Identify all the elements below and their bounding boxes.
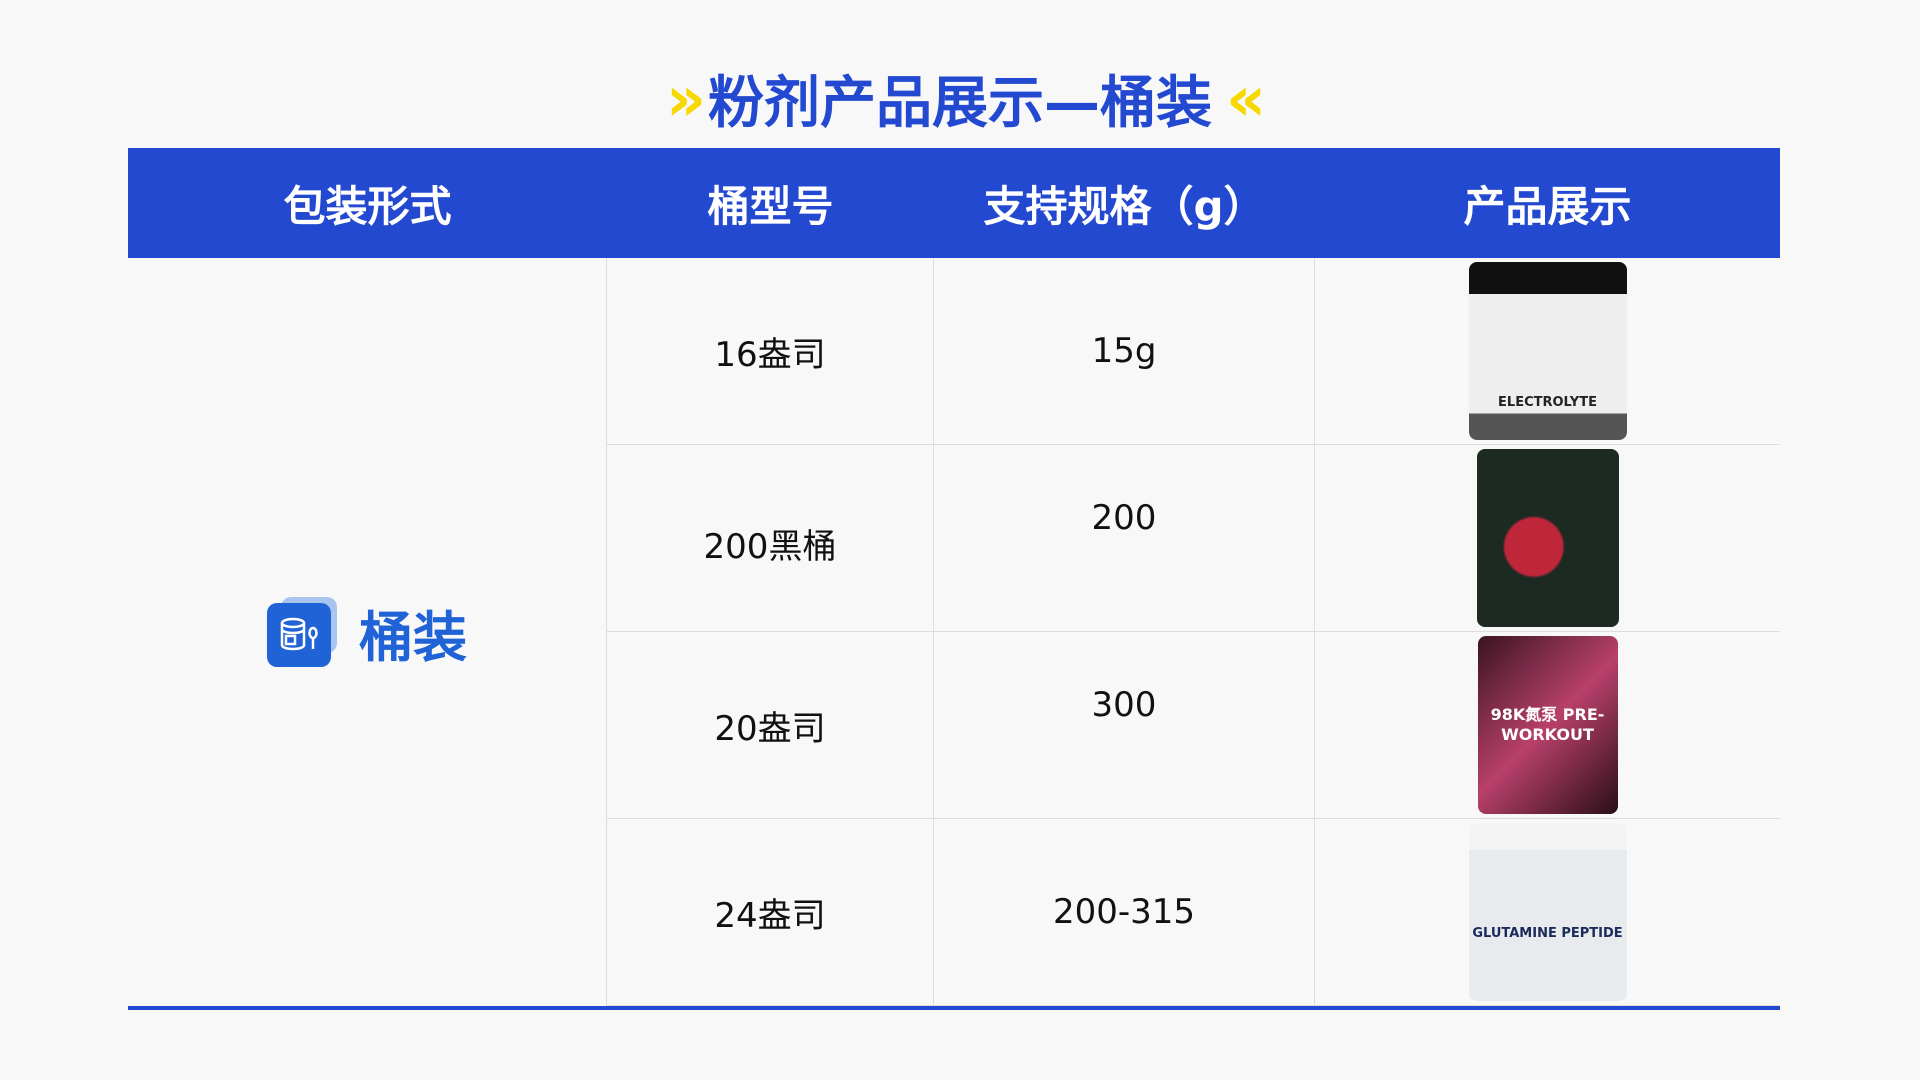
category-cell: 桶装 [128,258,607,1006]
product-image [1476,449,1619,627]
model-cell: 200黑桶 [607,445,934,631]
category-label: 桶装 [359,605,467,669]
table-row: 24盎司 200-315 GLUTAMINE PEPTIDE [607,819,1780,1006]
spec-cell: 200 [934,445,1315,631]
table-row: 16盎司 15g ELECTROLYTE [607,258,1780,445]
spec-cell: 15g [934,258,1315,444]
product-image: 98K氮泵 PRE-WORKOUT [1477,636,1618,814]
table-row: 20盎司 300 98K氮泵 PRE-WORKOUT [607,632,1780,819]
page-title: » 粉剂产品展示—桶装 « [0,58,1920,139]
spec-cell: 200-315 [934,819,1315,1005]
header-display: 产品展示 [1463,181,1632,231]
header-spec: 支持规格（g） [983,181,1266,231]
model-cell: 20盎司 [607,632,934,818]
product-image: ELECTROLYTE [1468,262,1627,440]
table-row: 200黑桶 200 [607,445,1780,632]
bucket-spoon-icon [267,597,339,667]
image-cell: GLUTAMINE PEPTIDE [1315,819,1780,1005]
header-model: 桶型号 [707,181,834,231]
header-packaging: 包装形式 [283,181,452,231]
table-header: 包装形式 桶型号 支持规格（g） 产品展示 [128,148,1780,258]
product-table: 包装形式 桶型号 支持规格（g） 产品展示 桶装 [128,148,1780,1010]
model-cell: 24盎司 [607,819,934,1005]
image-cell: ELECTROLYTE [1315,258,1780,444]
image-cell [1315,445,1780,631]
chevron-right-icon: » [665,62,706,135]
image-cell: 98K氮泵 PRE-WORKOUT [1315,632,1780,818]
product-image: GLUTAMINE PEPTIDE [1468,823,1627,1001]
chevron-left-icon: « [1226,62,1266,135]
spec-cell: 300 [934,632,1315,818]
title-text: 粉剂产品展示—桶装 [708,71,1212,136]
model-cell: 16盎司 [607,258,934,444]
